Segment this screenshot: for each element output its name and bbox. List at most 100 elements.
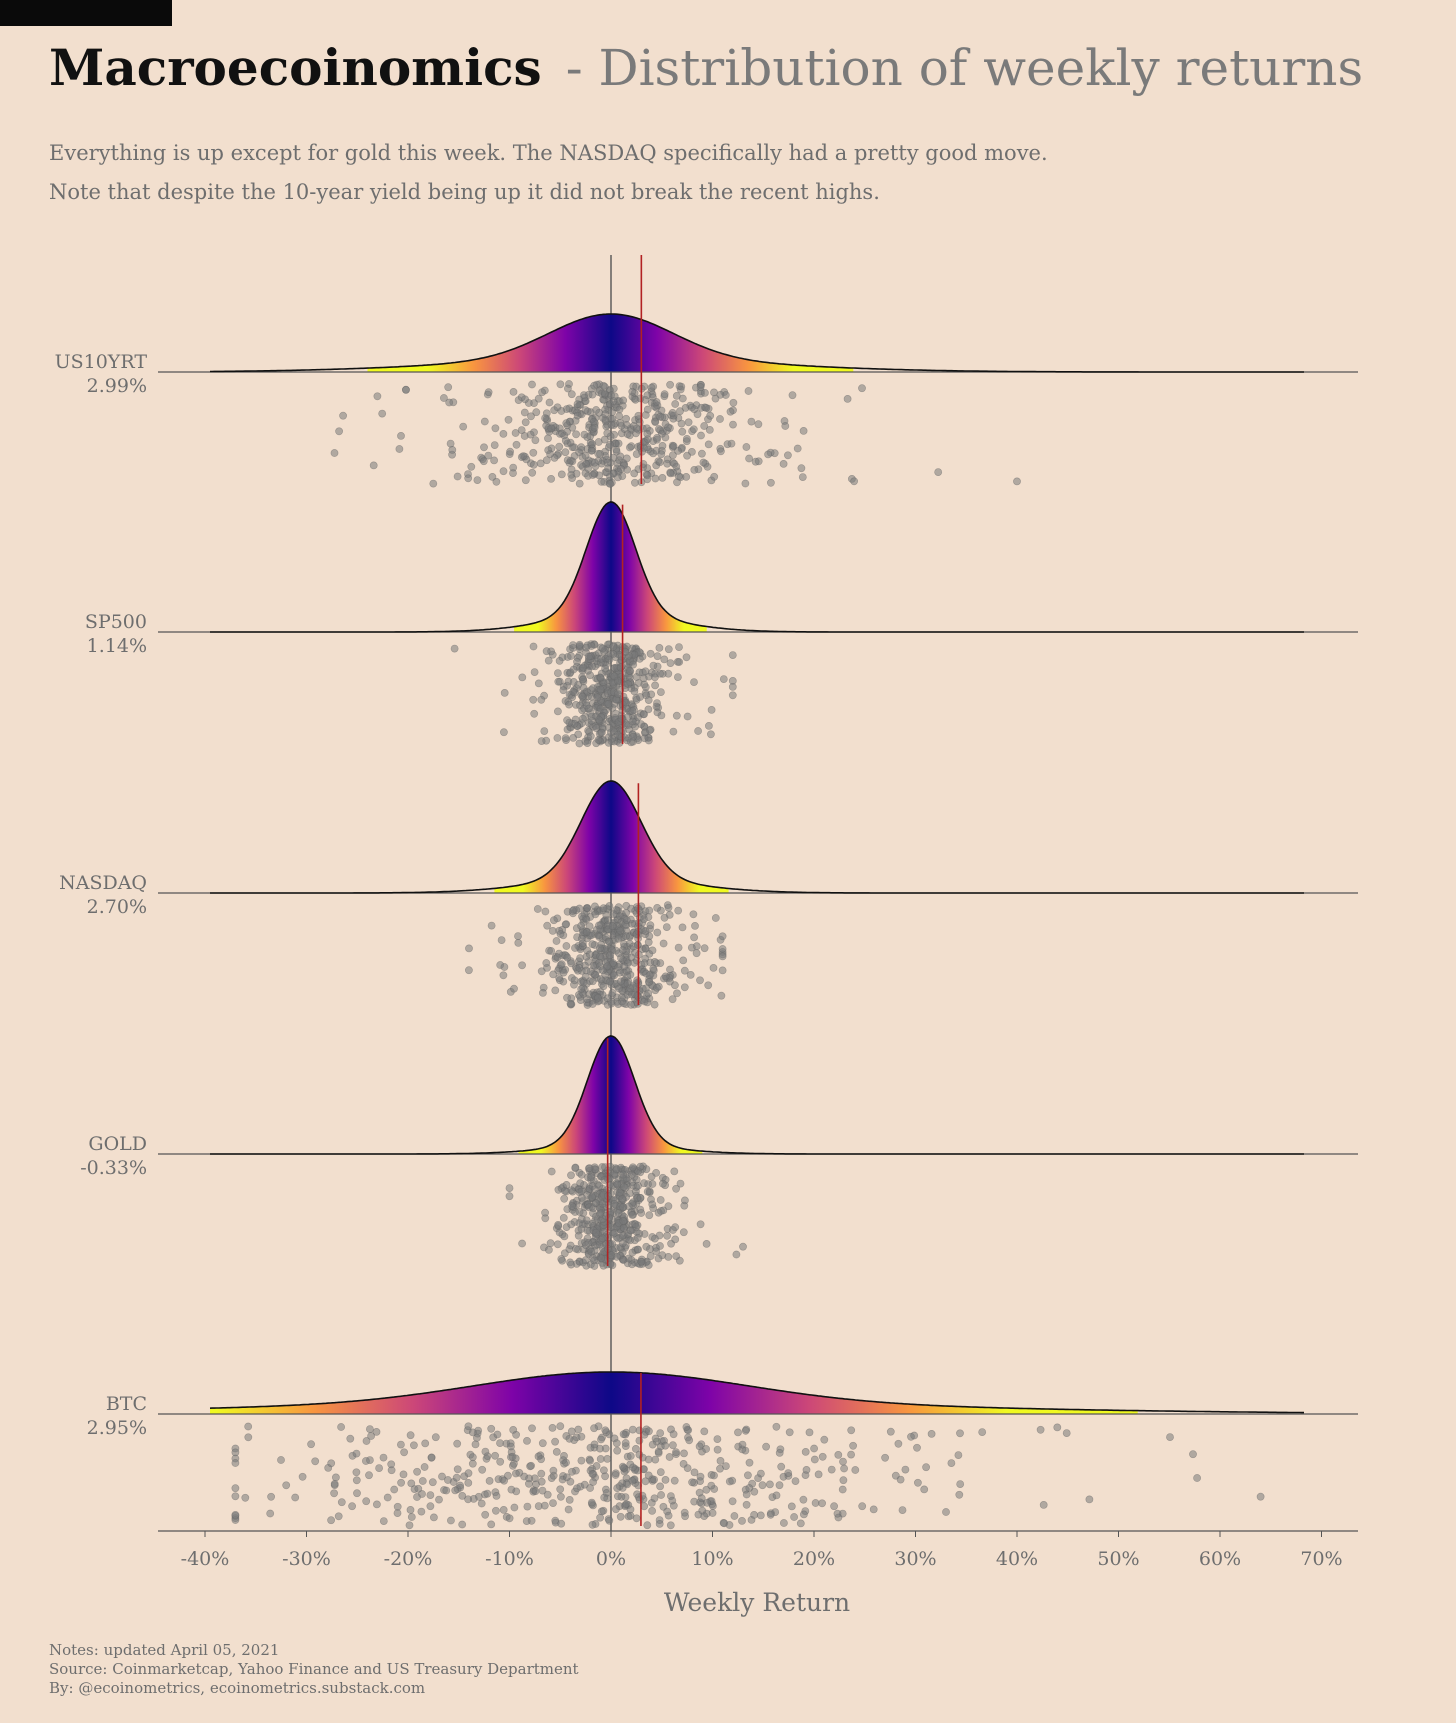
data-point (523, 1502, 532, 1511)
data-point (605, 938, 614, 946)
data-point (605, 902, 614, 910)
data-point (487, 1520, 496, 1529)
data-point (563, 1473, 571, 1482)
data-point (775, 1449, 784, 1457)
data-point (596, 1444, 604, 1453)
data-point (584, 1239, 593, 1247)
data-point (622, 1500, 631, 1509)
data-point (639, 674, 648, 683)
data-point (658, 441, 667, 450)
data-point (697, 431, 705, 440)
data-point (858, 1502, 867, 1511)
data-point (585, 1164, 594, 1172)
data-point (445, 398, 454, 407)
data-point (600, 1466, 608, 1475)
data-point (582, 701, 591, 710)
data-point (588, 940, 597, 949)
data-point (834, 1451, 843, 1459)
data-point (657, 688, 665, 696)
data-point (608, 922, 617, 931)
data-point (728, 691, 737, 700)
data-point (402, 385, 410, 394)
data-point (674, 906, 683, 915)
data-point (649, 964, 658, 973)
data-point (481, 1510, 490, 1519)
data-point (682, 472, 691, 481)
data-point (784, 1469, 793, 1477)
data-point (670, 459, 679, 468)
data-point (616, 1512, 625, 1521)
sp500-series-label: SP500 (85, 611, 147, 633)
data-point (640, 710, 648, 719)
data-point (680, 1449, 688, 1458)
data-point (595, 933, 604, 941)
data-point (645, 726, 654, 735)
data-point (592, 406, 600, 414)
data-point (702, 1240, 711, 1248)
data-point (590, 1424, 598, 1433)
data-point (596, 1455, 605, 1463)
data-point (709, 964, 718, 972)
data-point (732, 1250, 741, 1259)
data-point (574, 1425, 583, 1434)
data-point (619, 396, 628, 405)
data-point (745, 454, 753, 463)
data-point (576, 1179, 585, 1188)
data-point (659, 1179, 667, 1188)
data-point (627, 738, 635, 747)
data-point (681, 1196, 689, 1205)
data-point (590, 1256, 598, 1265)
data-point (713, 1445, 722, 1454)
data-point (554, 677, 563, 686)
data-point (429, 479, 438, 488)
data-point (591, 902, 599, 911)
data-point (653, 904, 662, 912)
data-point (504, 415, 513, 424)
data-point (849, 1441, 857, 1450)
data-point (645, 978, 654, 986)
data-point (699, 458, 708, 467)
data-point (549, 1499, 557, 1507)
data-point (450, 644, 459, 653)
data-point (750, 1511, 758, 1519)
data-point (830, 1502, 838, 1511)
data-point (700, 944, 709, 953)
data-point (847, 1450, 855, 1459)
data-point (496, 1439, 504, 1447)
data-point (609, 910, 618, 918)
data-point (641, 944, 650, 953)
data-point (628, 387, 637, 396)
data-point (680, 966, 689, 975)
data-point (657, 450, 666, 459)
data-point (468, 1428, 477, 1437)
data-point (910, 1431, 919, 1440)
nasdaq-jitter-points (464, 901, 727, 1009)
data-point (669, 1226, 677, 1234)
data-point (480, 443, 488, 452)
data-point (628, 1425, 637, 1434)
data-point (484, 451, 493, 460)
data-point (528, 468, 537, 477)
data-point (367, 1432, 375, 1440)
data-point (679, 1460, 688, 1468)
data-point (634, 1182, 642, 1190)
data-point (619, 1217, 628, 1225)
data-point (427, 1453, 436, 1462)
data-point (580, 1480, 589, 1489)
data-point (698, 449, 706, 458)
data-point (569, 641, 577, 649)
data-point (838, 1485, 847, 1494)
data-point (726, 407, 735, 416)
data-point (231, 1459, 240, 1467)
data-point (623, 430, 632, 438)
data-point (529, 695, 538, 704)
data-point (490, 441, 499, 449)
data-point (654, 1447, 663, 1456)
data-point (339, 411, 347, 420)
data-point (674, 673, 682, 681)
data-point (702, 1485, 711, 1494)
data-point (601, 1426, 610, 1435)
data-point (622, 698, 630, 707)
data-point (500, 689, 509, 697)
